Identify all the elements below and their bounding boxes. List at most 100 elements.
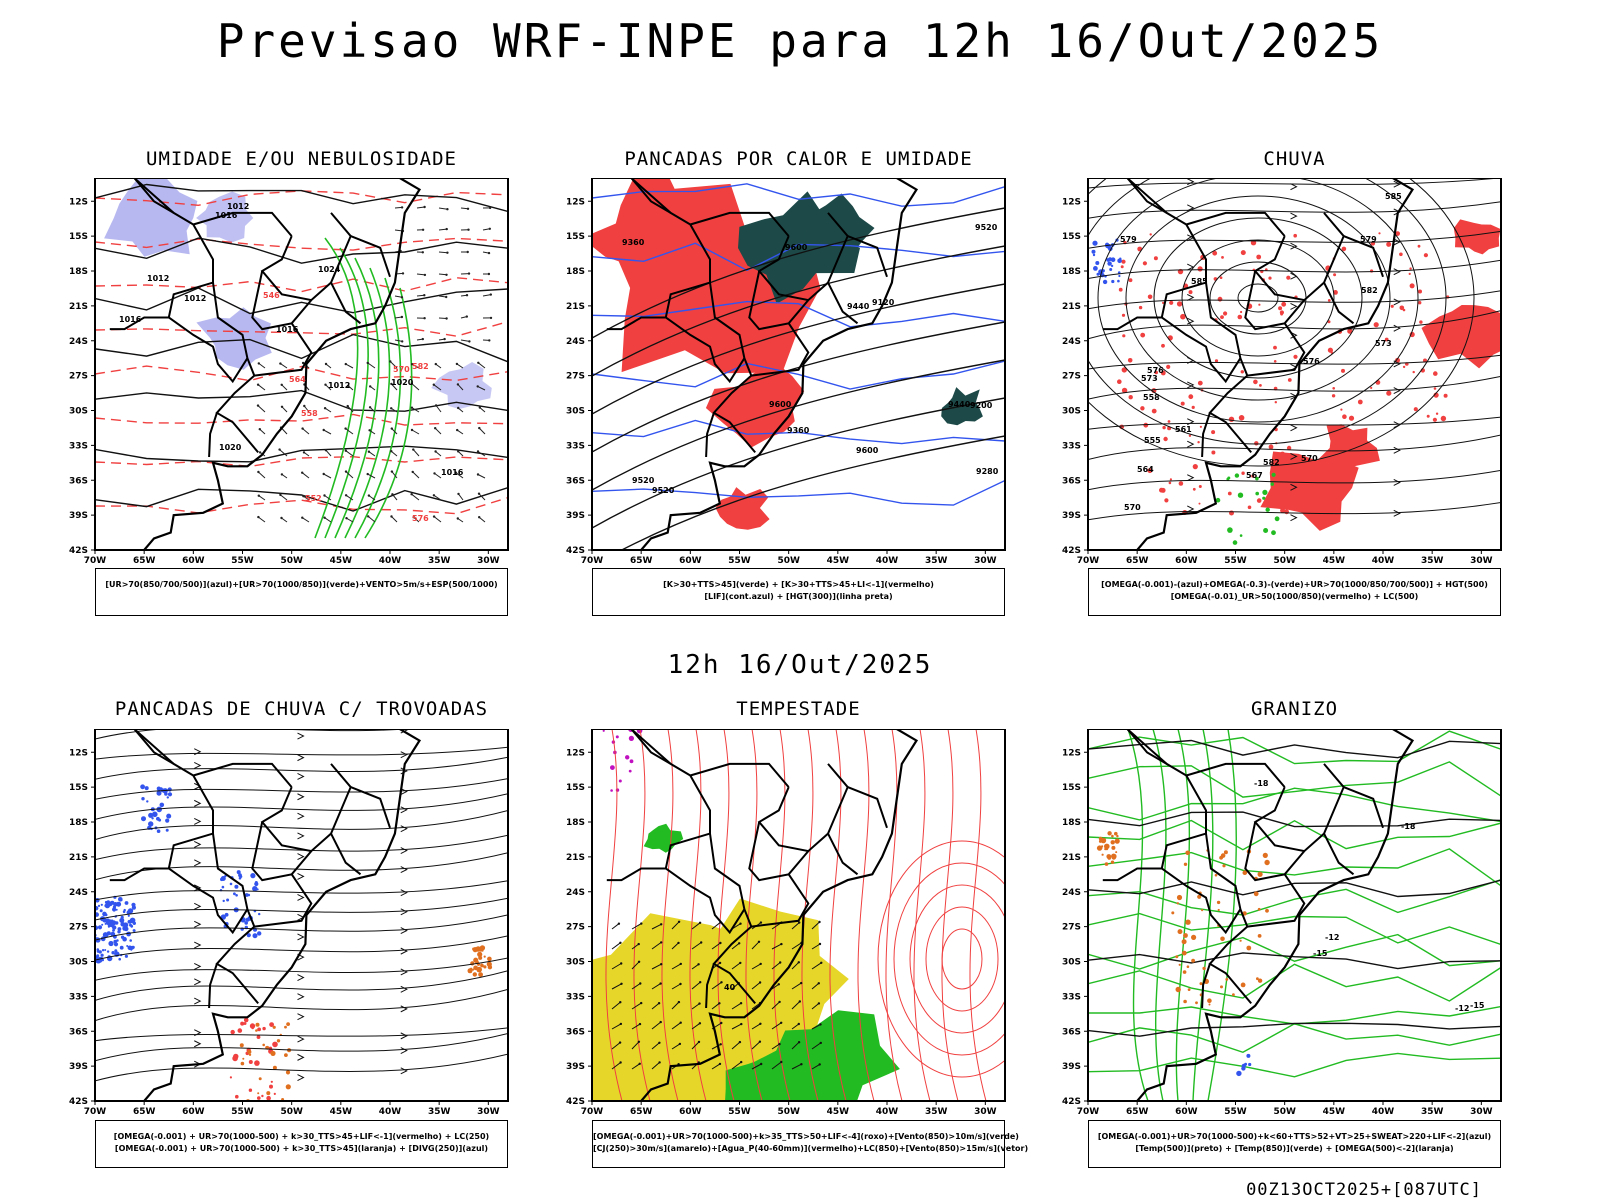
wind-vector [691,942,702,950]
wind-vector [433,494,442,501]
contour-label: 1012 [328,381,350,390]
shaded-cell [1183,862,1188,866]
contour-label: 9440 [847,302,870,311]
streamline [745,729,763,1101]
wind-vector [651,1021,662,1030]
wind-vector [731,1002,742,1010]
shaded-cell [1426,414,1430,418]
wind-vector-head [324,362,328,366]
shaded-cell [1293,233,1297,238]
contour-line [95,365,508,382]
wind-vector [302,517,310,523]
streamline [1097,178,1419,423]
longitude-tick-label: 55W [728,1107,751,1117]
country-border [254,322,313,377]
longitude-tick-label: 35W [925,556,948,566]
shaded-cell [1147,468,1153,474]
country-border [751,322,810,377]
longitude-tick-label: 50W [777,556,800,566]
country-border [748,821,810,882]
country-border [109,316,169,331]
contour-label: 1012 [184,294,206,303]
contour-line [95,287,508,315]
streamline-arrow [400,806,408,814]
latitude-tick-label: 33S [1062,441,1081,451]
contour-line [95,276,508,293]
map-frame [94,178,509,551]
wind-vector [631,943,639,950]
shaded-cell [234,884,239,889]
shaded-cell [1187,988,1191,991]
legend-line: [UR>70(850/700/500)](azul)+[UR>70(1000/8… [105,580,498,589]
shaded-cell [1239,939,1242,942]
country-border [251,270,313,331]
longitude-tick-label: 50W [280,556,303,566]
wind-vector [438,273,447,276]
panel-title: TEMPESTADE [736,698,861,720]
streamline-arrow [194,997,202,1005]
contour-line [95,413,508,426]
contour-label: 576 [1147,366,1164,375]
wind-vector [257,384,266,391]
shaded-cell [262,1026,266,1031]
longitude-tick-label: 35W [1421,556,1444,566]
shaded-cell [104,922,107,925]
shaded-cell [1433,387,1437,390]
shaded-cell [156,786,161,791]
shaded-cell [224,912,229,917]
shaded-cell [111,920,117,926]
shaded-cell [1118,274,1121,278]
shaded-cell [101,923,104,926]
shaded-cell [1169,300,1174,305]
wind-vector-head [391,493,394,496]
latitude-tick-label: 24S [566,337,585,347]
streamline-arrow [1290,302,1298,310]
wind-vector [791,1023,800,1030]
shaded-cell [1198,502,1201,505]
latitude-tick-label: 15S [1062,783,1081,793]
wind-vector [731,1061,742,1070]
wind-vector [711,1063,721,1070]
shaded-cell [1110,264,1114,268]
shaded-cell [229,882,233,886]
shaded-cell [1227,527,1233,533]
wind-vector-head [677,920,681,923]
streamline-arrow [194,902,202,910]
shaded-cell [1327,347,1333,353]
contour-label: -15 [1470,1001,1485,1010]
contour-line [95,455,508,468]
contour-line [592,242,1005,272]
country-border [664,281,746,384]
latitude-tick-label: 42S [69,1097,88,1107]
shaded-cell [1390,304,1394,308]
contour-label: 1012 [147,274,169,283]
latitude-tick-label: 21S [69,853,88,863]
wind-vector [771,983,780,990]
streamline-arrow [400,985,408,993]
country-border [827,833,859,876]
contour-label: 573 [1141,374,1158,383]
coastline [1136,729,1415,1101]
wind-vector [811,1023,821,1030]
wind-vector [477,474,486,479]
longitude-tick-label: 60W [182,556,205,566]
wind-vector-head [780,1021,783,1024]
shaded-cell [257,1092,260,1095]
longitude-tick-label: 55W [728,556,751,566]
wind-vector-head [344,449,347,452]
streamline-arrow [400,847,408,854]
wind-vector [751,941,760,950]
latitude-tick-label: 21S [566,302,585,312]
latitude-tick-label: 36S [69,1027,88,1037]
wind-vector [367,362,376,369]
latitude-tick-label: 27S [566,372,585,382]
wind-vector-head [488,339,491,342]
shaded-cell [1111,279,1115,284]
wind-vector-head [758,1040,762,1043]
panel-title: GRANIZO [1250,698,1339,720]
shaded-cell [1280,312,1283,316]
longitude-tick-label: 30W [477,1107,500,1117]
shaded-cell [146,800,149,803]
wind-vector-head [818,1063,821,1066]
shaded-cell [251,1026,254,1030]
